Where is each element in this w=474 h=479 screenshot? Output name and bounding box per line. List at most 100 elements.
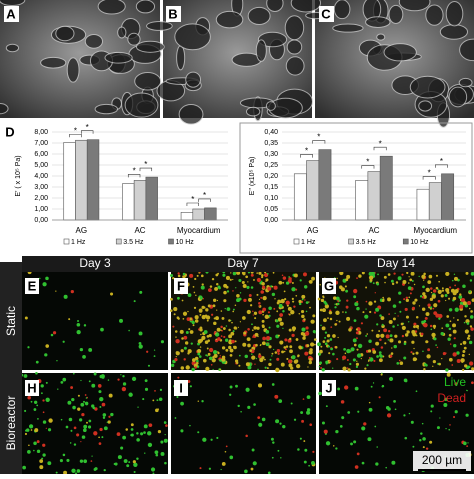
cell <box>270 437 274 441</box>
cell <box>216 309 218 311</box>
cell <box>47 428 52 432</box>
cell <box>206 335 210 338</box>
cell <box>319 308 323 312</box>
cell <box>190 342 193 345</box>
cell <box>292 300 295 303</box>
panel-label: D <box>5 124 14 139</box>
cell <box>47 461 52 466</box>
cell <box>50 333 54 337</box>
cell <box>36 404 39 407</box>
cell <box>281 350 283 353</box>
cell <box>138 331 143 336</box>
cell <box>321 368 325 372</box>
cell <box>454 284 457 287</box>
cell <box>411 280 414 282</box>
cell <box>324 342 328 346</box>
cell <box>211 313 214 316</box>
cell <box>44 353 48 357</box>
cell <box>221 316 225 320</box>
cell <box>172 276 175 280</box>
cell <box>242 342 247 347</box>
cell <box>467 300 472 305</box>
bar <box>367 171 381 221</box>
cell <box>205 315 211 320</box>
cell <box>201 283 204 286</box>
cell <box>99 405 102 408</box>
cell <box>335 447 338 450</box>
cell <box>356 337 358 340</box>
cell <box>372 282 375 285</box>
cell <box>368 271 373 276</box>
cell <box>90 460 93 462</box>
cell <box>471 381 474 385</box>
cell <box>201 314 206 320</box>
cell <box>366 364 369 367</box>
cell <box>459 304 464 309</box>
cell <box>291 297 294 300</box>
y-tick-label: 0,15 <box>264 184 278 191</box>
cell <box>154 390 156 392</box>
cell <box>444 397 448 401</box>
cell <box>220 468 222 471</box>
cell <box>303 272 307 277</box>
cell <box>276 349 281 353</box>
cell <box>215 316 219 321</box>
cell <box>325 360 329 364</box>
cell <box>79 418 83 422</box>
cell <box>309 306 311 309</box>
cell <box>305 310 308 313</box>
cell <box>215 333 217 335</box>
cell <box>468 353 470 356</box>
cell <box>356 300 359 303</box>
cell <box>321 326 326 331</box>
fluorescence-image <box>171 373 316 474</box>
cell <box>412 301 416 305</box>
cell <box>216 282 219 286</box>
cell <box>410 271 415 276</box>
cell <box>469 307 471 310</box>
cell <box>403 378 408 383</box>
cell <box>130 423 134 427</box>
cell <box>278 280 283 285</box>
cell <box>409 292 412 295</box>
cell <box>173 313 176 316</box>
cell <box>461 361 464 363</box>
fluorescence-images <box>20 270 474 475</box>
panel-label: F <box>177 278 185 293</box>
cell <box>356 353 362 358</box>
cell <box>194 366 197 369</box>
cell <box>453 276 459 281</box>
cell <box>45 397 50 403</box>
cell <box>262 307 267 312</box>
cell <box>344 385 349 390</box>
cell <box>468 340 473 345</box>
cell <box>469 279 473 282</box>
cell <box>422 446 425 449</box>
cell <box>288 363 293 368</box>
cell <box>322 295 325 298</box>
cell <box>339 425 343 428</box>
cell <box>317 342 321 347</box>
cell <box>200 285 205 290</box>
cell <box>449 286 452 289</box>
cell <box>251 353 253 355</box>
cell <box>436 426 440 430</box>
cell <box>405 298 409 303</box>
cell <box>467 334 471 338</box>
cell <box>297 448 300 451</box>
cell <box>261 281 265 286</box>
cell <box>76 322 81 327</box>
cell <box>387 297 391 302</box>
cell <box>219 368 222 371</box>
cell <box>150 467 156 472</box>
cell <box>83 324 87 327</box>
cell <box>391 460 396 465</box>
cell <box>195 294 197 297</box>
cell <box>376 282 380 286</box>
significance-marker: * <box>203 191 206 200</box>
cell <box>454 307 459 312</box>
cell <box>175 351 180 356</box>
cell <box>449 343 452 345</box>
cell <box>275 367 278 370</box>
cell <box>99 427 103 432</box>
